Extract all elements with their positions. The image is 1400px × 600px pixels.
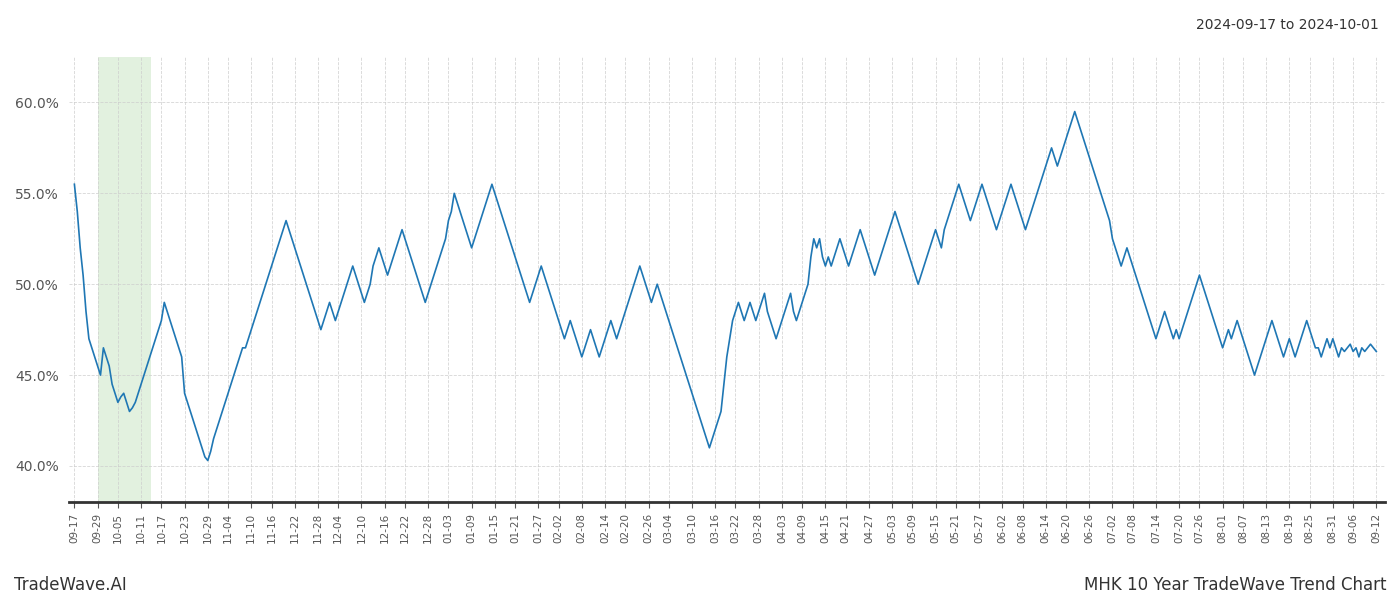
Text: MHK 10 Year TradeWave Trend Chart: MHK 10 Year TradeWave Trend Chart: [1084, 576, 1386, 594]
Text: TradeWave.AI: TradeWave.AI: [14, 576, 127, 594]
Bar: [98, 57, 151, 502]
Text: 2024-09-17 to 2024-10-01: 2024-09-17 to 2024-10-01: [1196, 18, 1379, 32]
